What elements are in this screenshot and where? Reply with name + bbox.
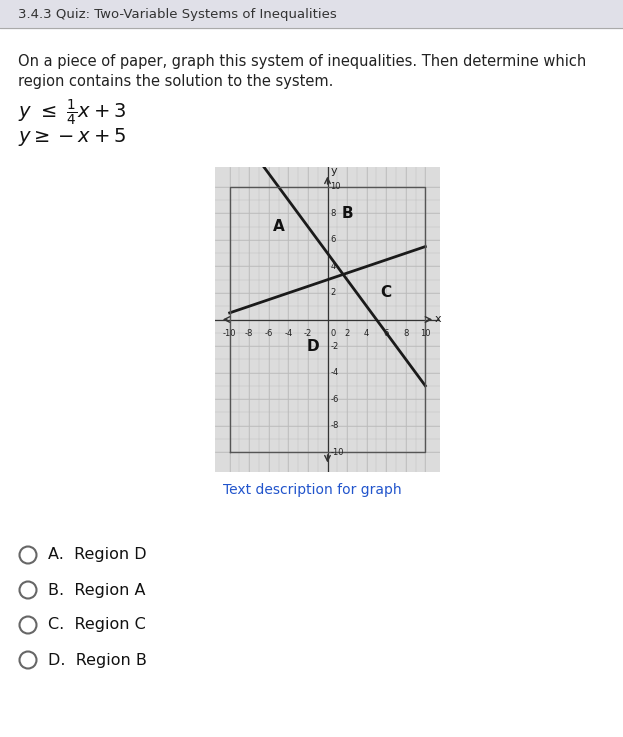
Text: B.  Region A: B. Region A bbox=[48, 582, 146, 598]
Text: C.  Region C: C. Region C bbox=[48, 618, 146, 632]
Text: 6: 6 bbox=[330, 235, 336, 245]
Text: A.  Region D: A. Region D bbox=[48, 548, 146, 562]
Text: -2: -2 bbox=[304, 329, 312, 338]
Text: 0: 0 bbox=[330, 329, 336, 338]
Text: 4: 4 bbox=[364, 329, 369, 338]
Text: 8: 8 bbox=[403, 329, 409, 338]
Text: -10: -10 bbox=[330, 447, 344, 457]
Text: region contains the solution to the system.: region contains the solution to the syst… bbox=[18, 74, 333, 88]
Text: $y\ \leq\ \frac{1}{4}x + 3$: $y\ \leq\ \frac{1}{4}x + 3$ bbox=[18, 98, 126, 128]
Text: -4: -4 bbox=[284, 329, 292, 338]
Text: 4: 4 bbox=[330, 262, 336, 271]
Text: -8: -8 bbox=[245, 329, 254, 338]
Text: -8: -8 bbox=[330, 421, 339, 430]
Circle shape bbox=[19, 547, 37, 564]
Text: 10: 10 bbox=[420, 329, 430, 338]
Text: D.  Region B: D. Region B bbox=[48, 652, 147, 668]
Text: -2: -2 bbox=[330, 341, 339, 351]
Circle shape bbox=[19, 652, 37, 668]
Text: 3.4.3 Quiz: Two-Variable Systems of Inequalities: 3.4.3 Quiz: Two-Variable Systems of Ineq… bbox=[18, 7, 337, 21]
Text: y: y bbox=[330, 166, 337, 176]
Text: -10: -10 bbox=[223, 329, 236, 338]
Text: Text description for graph: Text description for graph bbox=[222, 483, 401, 497]
Text: A: A bbox=[273, 219, 285, 234]
Text: -6: -6 bbox=[330, 394, 339, 404]
Text: 6: 6 bbox=[384, 329, 389, 338]
Text: B: B bbox=[341, 206, 353, 221]
Text: -4: -4 bbox=[330, 368, 339, 377]
Text: 10: 10 bbox=[330, 182, 341, 192]
Circle shape bbox=[19, 581, 37, 598]
Text: -6: -6 bbox=[265, 329, 273, 338]
Text: 2: 2 bbox=[330, 288, 336, 298]
Circle shape bbox=[19, 616, 37, 634]
Text: 2: 2 bbox=[345, 329, 350, 338]
Text: D: D bbox=[307, 338, 319, 354]
Text: x: x bbox=[435, 315, 441, 324]
Text: On a piece of paper, graph this system of inequalities. Then determine which: On a piece of paper, graph this system o… bbox=[18, 54, 586, 69]
Text: $y \geq -x + 5$: $y \geq -x + 5$ bbox=[18, 126, 126, 148]
Text: C: C bbox=[381, 285, 392, 301]
Text: 8: 8 bbox=[330, 209, 336, 218]
